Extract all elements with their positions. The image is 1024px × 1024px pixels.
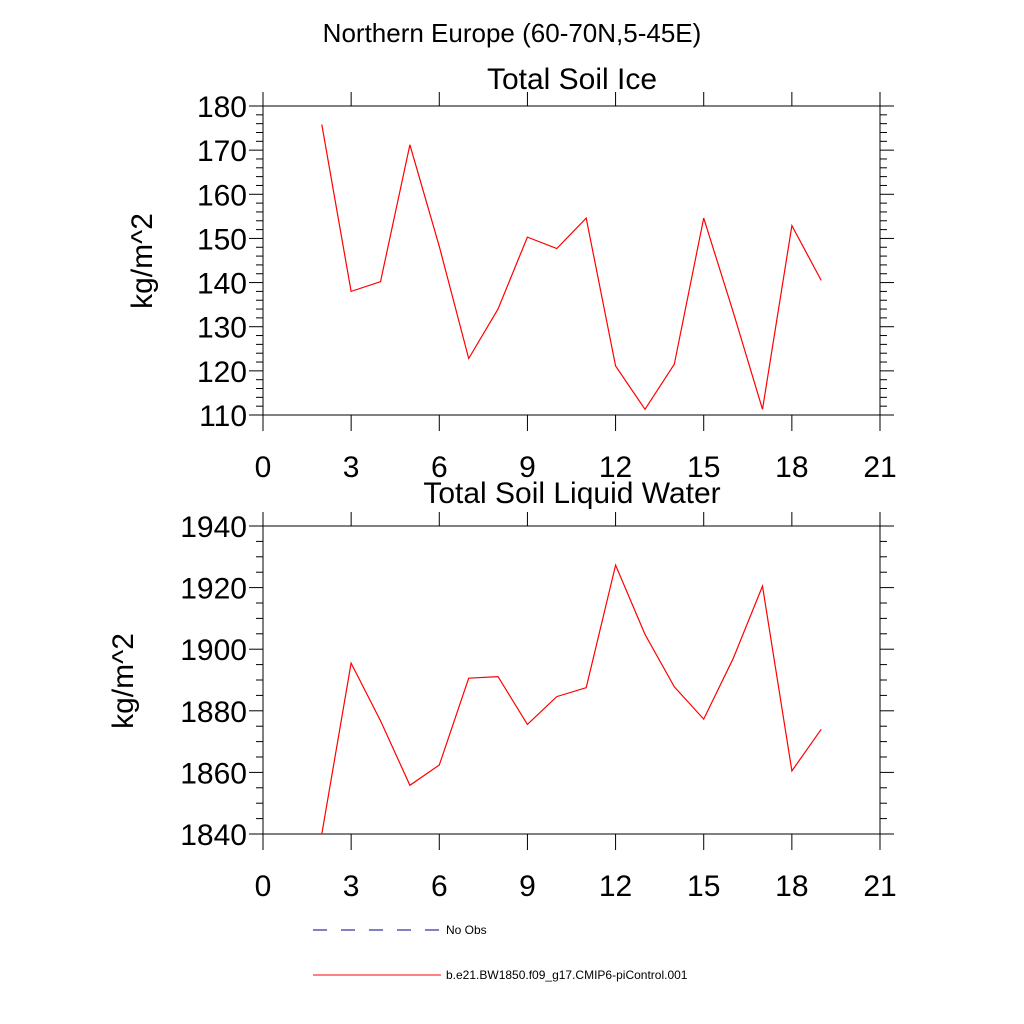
- y-tick-label: 170: [197, 135, 247, 168]
- y-tick-label: 1840: [180, 819, 247, 852]
- chart-title: Total Soil Liquid Water: [423, 477, 720, 510]
- legend: No Obs b.e21.BW1850.f09_g17.CMIP6-piCont…: [313, 923, 688, 982]
- y-tick-label: 1940: [180, 511, 247, 544]
- x-tick-label: 6: [431, 870, 448, 903]
- y-tick-label: 110: [199, 400, 247, 433]
- x-tick-label: 18: [775, 870, 808, 903]
- x-tick-label: 3: [343, 870, 360, 903]
- y-tick-label: 130: [197, 312, 247, 345]
- y-tick-label: 150: [197, 223, 247, 256]
- y-axis-label: kg/m^2: [107, 633, 140, 729]
- x-tick-label: 12: [599, 870, 632, 903]
- plot-frame: [262, 105, 881, 416]
- y-tick-label: 1900: [180, 634, 247, 667]
- x-tick-label: 0: [255, 870, 272, 903]
- x-tick-label: 15: [687, 451, 720, 484]
- y-tick-label: 160: [197, 179, 247, 212]
- y-axis-label: kg/m^2: [126, 213, 159, 309]
- plot-frame: [262, 525, 881, 835]
- x-tick-label: 3: [343, 451, 360, 484]
- chart-soil-ice: Total Soil Ice kg/m^2 110120130140150160…: [126, 63, 897, 484]
- x-tick-label: 0: [255, 451, 272, 484]
- series-line: [321, 563, 822, 835]
- legend-label-no-obs: No Obs: [446, 923, 487, 937]
- y-tick-label: 1920: [180, 573, 247, 606]
- y-tick-label: 120: [197, 356, 247, 389]
- y-tick-label: 140: [197, 268, 247, 301]
- x-tick-label: 9: [519, 451, 536, 484]
- y-tick-label: 180: [197, 91, 247, 124]
- x-tick-label: 18: [775, 451, 808, 484]
- y-tick-label: 1880: [180, 696, 247, 729]
- x-tick-label: 21: [863, 870, 896, 903]
- x-tick-label: 6: [431, 451, 448, 484]
- y-tick-label: 1860: [180, 757, 247, 790]
- series-line: [321, 124, 822, 411]
- x-tick-label: 15: [687, 870, 720, 903]
- figure-title: Northern Europe (60-70N,5-45E): [323, 18, 702, 48]
- chart-title: Total Soil Ice: [487, 63, 657, 96]
- chart-soil-liquid-water: Total Soil Liquid Water kg/m^2 184018601…: [107, 477, 897, 903]
- x-tick-label: 12: [599, 451, 632, 484]
- legend-label-model: b.e21.BW1850.f09_g17.CMIP6-piControl.001: [446, 968, 688, 982]
- x-tick-label: 21: [863, 451, 896, 484]
- x-tick-label: 9: [519, 870, 536, 903]
